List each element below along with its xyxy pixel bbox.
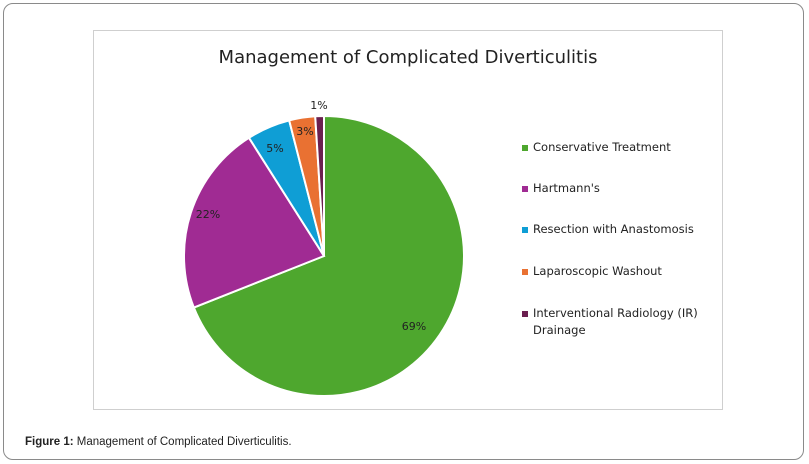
slice-label-conservative-treatment: 69% bbox=[402, 320, 426, 333]
legend-swatch bbox=[522, 311, 528, 317]
legend-swatch bbox=[522, 145, 528, 151]
legend-swatch bbox=[522, 227, 528, 233]
slice-label-hartmann-s: 22% bbox=[196, 208, 220, 221]
legend-swatch bbox=[522, 269, 528, 275]
pie-chart: 69% 22% 5% 3% 1% bbox=[183, 99, 465, 397]
slice-label-laparoscopic-washout: 3% bbox=[296, 125, 313, 138]
pie-slice-interventional-radiology-ir-drainage bbox=[314, 114, 325, 257]
figure-frame: Management of Complicated Diverticulitis… bbox=[3, 3, 804, 460]
slice-label-interventional-radiology-ir-drainage: 1% bbox=[310, 99, 327, 112]
pie-slice-hartmann-s bbox=[183, 136, 326, 309]
legend-label: Laparoscopic Washout bbox=[533, 264, 662, 278]
caption-text: Management of Complicated Diverticulitis… bbox=[73, 436, 292, 448]
legend-label: Conservative Treatment bbox=[533, 140, 671, 154]
legend-label: Hartmann's bbox=[533, 181, 600, 195]
legend-label: Resection with Anastomosis bbox=[533, 222, 694, 236]
chart-area: Management of Complicated Diverticulitis… bbox=[93, 30, 723, 410]
figure-caption: Figure 1: Management of Complicated Dive… bbox=[25, 436, 292, 448]
legend-label: Interventional Radiology (IR) Drainage bbox=[533, 306, 698, 337]
slice-label-resection-with-anastomosis: 5% bbox=[266, 142, 283, 155]
pie-slice-conservative-treatment bbox=[192, 114, 465, 397]
legend-swatch bbox=[522, 186, 528, 192]
caption-label: Figure 1: bbox=[25, 436, 74, 448]
chart-title: Management of Complicated Diverticulitis bbox=[218, 47, 598, 68]
